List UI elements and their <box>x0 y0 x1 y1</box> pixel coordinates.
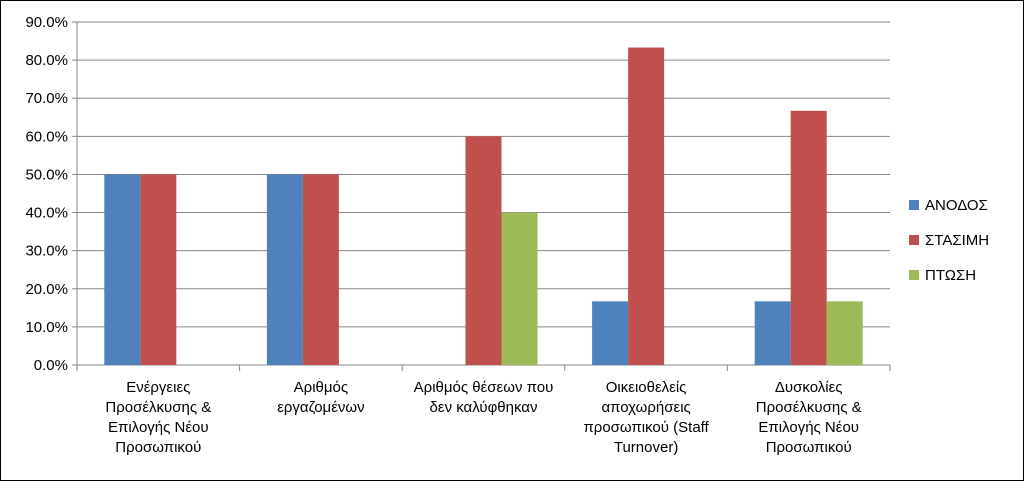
bar <box>754 301 791 365</box>
x-category-label-line: εργαζομένων <box>277 399 364 416</box>
y-tick-label: 10.0% <box>25 319 68 336</box>
y-tick-label: 40.0% <box>25 205 68 222</box>
legend-swatch <box>909 235 919 245</box>
y-tick-label: 20.0% <box>25 281 68 298</box>
bar <box>266 174 303 365</box>
bar <box>790 110 827 365</box>
x-category-label-line: Turnover) <box>614 439 678 456</box>
bar <box>140 174 177 365</box>
legend-label: ΠΤΩΣΗ <box>925 267 976 284</box>
x-category-label-line: Προσωπικού <box>766 439 852 456</box>
x-category-label-line: Αριθμός <box>294 379 348 396</box>
y-tick-label: 50.0% <box>25 166 68 183</box>
x-category-label-line: Ενέργειες <box>126 379 190 396</box>
y-tick-label: 90.0% <box>25 14 68 31</box>
x-category-label-line: Δυσκολίες <box>775 379 843 396</box>
bar <box>826 301 863 365</box>
y-tick-label: 30.0% <box>25 243 68 260</box>
x-category-label: Αριθμός εργαζομένων <box>277 379 364 416</box>
x-category-label: Δυσκολίες Προσέλκυσης & Επιλογής Νέου Προσω… <box>756 379 862 456</box>
x-category-label: Ενέργειες Προσέλκυσης & Επιλογής Νέου Προσω… <box>105 379 211 456</box>
x-category-label-line: Προσέλκυσης & <box>105 399 211 416</box>
x-category-label-line: αποχωρήσεις <box>601 399 690 416</box>
bar <box>302 174 339 365</box>
x-category-label-line: δεν καλύφθηκαν <box>430 399 538 416</box>
bar <box>592 301 629 365</box>
x-category-label-line: Επιλογής Νέου <box>758 419 859 436</box>
legend-label: ΑΝΟΔΟΣ <box>925 197 988 214</box>
bar <box>104 174 141 365</box>
y-tick-label: 80.0% <box>25 52 68 69</box>
y-tick-label: 60.0% <box>25 128 68 145</box>
y-tick-label: 0.0% <box>34 357 68 374</box>
bar <box>628 47 665 365</box>
x-category-label-line: Επιλογής Νέου <box>108 419 209 436</box>
x-category-label: Οικειοθελείς αποχωρήσεις προσωπικού (Staff… <box>583 379 709 456</box>
x-category-label-line: προσωπικού (Staff <box>583 419 709 436</box>
legend-swatch <box>909 270 919 280</box>
x-category-label-line: Οικειοθελείς <box>606 379 687 396</box>
x-category-label-line: Αριθμός θέσεων που <box>414 379 554 396</box>
legend-label: ΣΤΑΣΙΜΗ <box>925 232 989 249</box>
bar <box>465 136 502 365</box>
legend-swatch <box>909 200 919 210</box>
bar <box>501 212 538 365</box>
y-tick-label: 70.0% <box>25 90 68 107</box>
x-category-label: Αριθμός θέσεων που δεν καλύφθηκαν <box>414 379 554 416</box>
x-category-label-line: Προσωπικού <box>115 439 201 456</box>
x-category-label-line: Προσέλκυσης & <box>756 399 862 416</box>
